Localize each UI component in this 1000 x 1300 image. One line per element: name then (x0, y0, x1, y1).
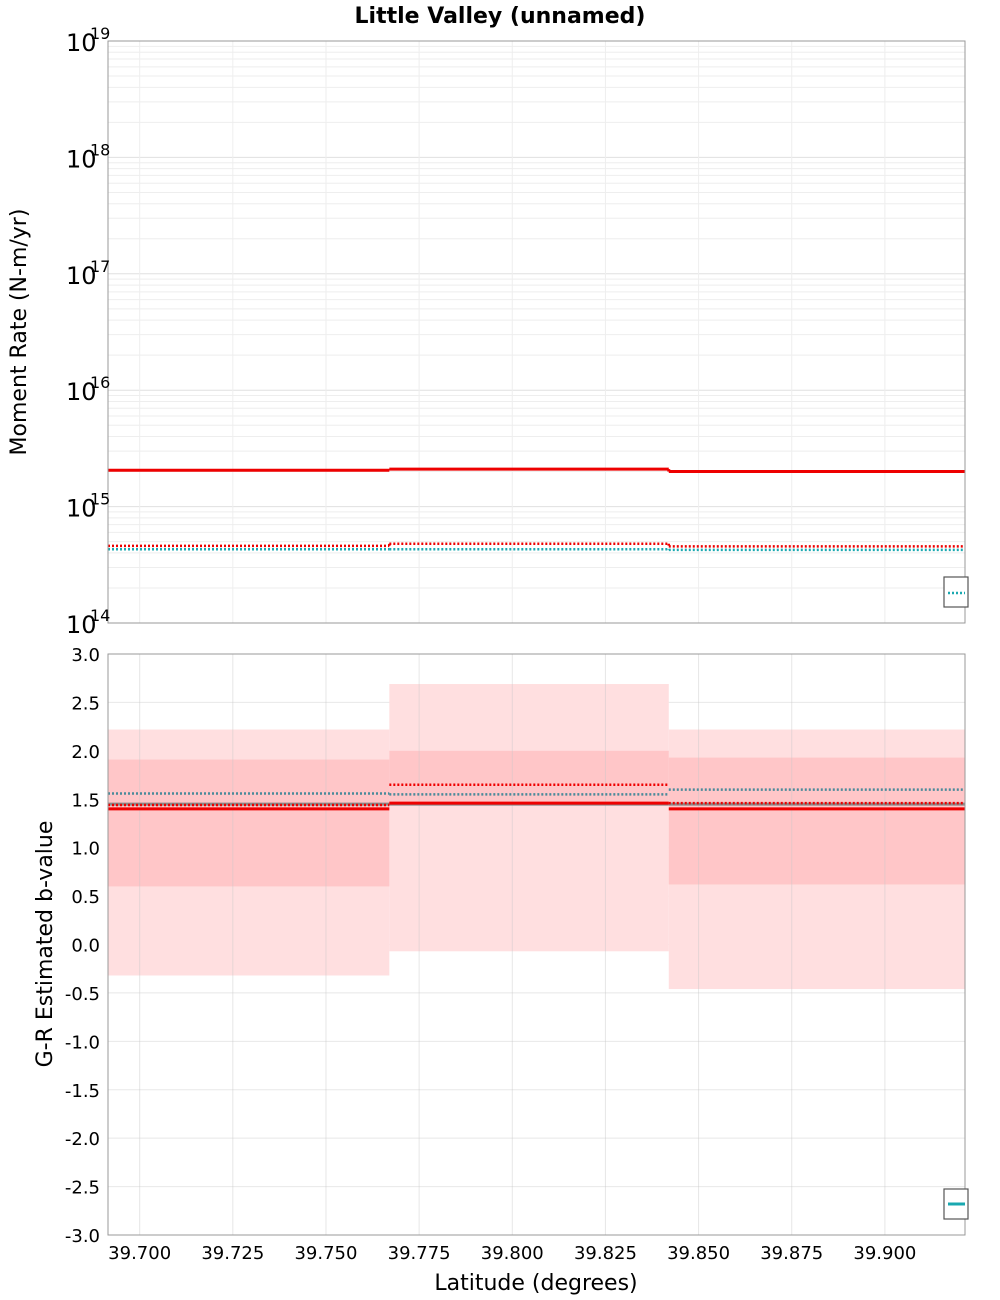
moment-rate-y-tick-exponent: 18 (90, 140, 110, 159)
b-value-confidence-bands (108, 684, 965, 990)
b-value-y-tick-label: 1.0 (71, 839, 100, 860)
moment-rate-y-tick-exponent: 16 (90, 373, 110, 392)
b-value-y-tick-label: 0.0 (71, 936, 100, 957)
b-value-y-tick-label: 3.0 (71, 645, 100, 666)
x-tick-label: 39.825 (574, 1243, 637, 1264)
b-value-y-tick-label: 2.5 (71, 693, 100, 714)
x-tick-label: 39.750 (294, 1243, 357, 1264)
moment-rate-plot-frame (107, 40, 966, 624)
moment-rate-y-tick-exponent: 17 (90, 257, 110, 276)
b-value-y-axis-title: G-R Estimated b-value (33, 821, 58, 1068)
x-tick-label: 39.900 (853, 1243, 916, 1264)
chart-title: Little Valley (unnamed) (355, 4, 646, 29)
b-value-legend (943, 1188, 969, 1220)
moment-rate-y-tick-label: 10 (66, 495, 97, 523)
moment-rate-y-tick-label: 10 (66, 262, 97, 290)
b-value-plot: -3.0 -2.5 -2.0 -1.5 -1.0 -0.5 0.0 0.5 1.0 1.5 2.0 2… (33, 645, 969, 1296)
x-tick-label: 39.775 (388, 1243, 451, 1264)
moment-rate-grid (108, 41, 965, 624)
moment-rate-legend (943, 576, 969, 608)
b-value-y-ticks: -3.0 -2.5 -2.0 -1.5 -1.0 -0.5 0.0 0.5 1.0 1.5 2.0 2… (65, 645, 100, 1247)
b-value-y-tick-label: -2.5 (65, 1178, 100, 1199)
confidence-band (389, 684, 669, 952)
moment-rate-y-tick-label: 10 (66, 29, 97, 57)
confidence-band (108, 759, 390, 887)
x-tick-label: 39.875 (760, 1243, 823, 1264)
b-value-series (108, 783, 965, 811)
moment-rate-series (108, 467, 965, 552)
moment-rate-plot-background (108, 41, 965, 623)
b-value-y-tick-label: -1.5 (65, 1081, 100, 1102)
moment-rate-y-tick-label: 10 (66, 145, 97, 173)
b-value-y-tick-label: 1.5 (71, 790, 100, 811)
b-value-vertical-grid (139, 654, 886, 1235)
b-value-plot-frame (107, 653, 966, 1236)
b-value-y-tick-label: -2.0 (65, 1129, 100, 1150)
x-tick-label: 39.850 (667, 1243, 730, 1264)
x-tick-label: 39.725 (201, 1243, 264, 1264)
x-tick-label: 39.700 (108, 1243, 171, 1264)
moment-rate-y-axis-title: Moment Rate (N-m/yr) (7, 209, 32, 456)
moment-rate-y-tick-exponent: 14 (90, 606, 110, 625)
x-axis-title: Latitude (degrees) (434, 1271, 637, 1296)
moment-rate-y-tick-label: 10 (66, 611, 97, 639)
b-value-y-tick-label: -3.0 (65, 1226, 100, 1247)
moment-rate-y-tick-exponent: 19 (90, 24, 110, 43)
b-value-x-ticks: 39.700 39.725 39.750 39.775 39.800 39.825 39.8… (108, 1243, 916, 1264)
b-value-y-tick-label: 0.5 (71, 887, 100, 908)
moment-rate-y-tick-label: 10 (66, 378, 97, 406)
confidence-band (389, 750, 669, 805)
b-value-y-tick-label: -0.5 (65, 984, 100, 1005)
b-value-y-tick-label: -1.0 (65, 1032, 100, 1053)
b-value-y-tick-label: 2.0 (71, 742, 100, 763)
moment-rate-y-tick-exponent: 15 (90, 490, 110, 509)
x-tick-label: 39.800 (481, 1243, 544, 1264)
confidence-band (668, 757, 965, 885)
